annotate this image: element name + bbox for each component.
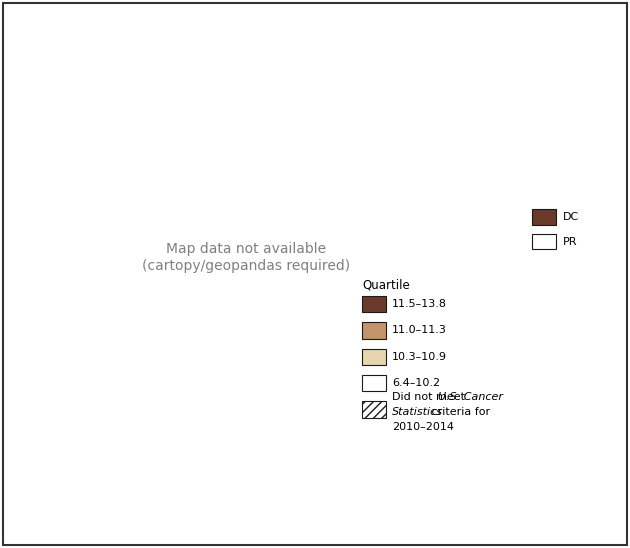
Text: 11.0–11.3: 11.0–11.3 <box>392 326 447 335</box>
Text: 2010–2014: 2010–2014 <box>392 422 454 432</box>
Text: U.S. Cancer: U.S. Cancer <box>438 392 503 402</box>
Text: criteria for: criteria for <box>428 407 491 417</box>
Text: Statistics: Statistics <box>392 407 443 417</box>
Text: Quartile: Quartile <box>362 278 410 292</box>
Text: 10.3–10.9: 10.3–10.9 <box>392 352 447 362</box>
Text: PR: PR <box>563 237 577 247</box>
Text: Did not meet: Did not meet <box>392 392 468 402</box>
Text: 11.5–13.8: 11.5–13.8 <box>392 299 447 309</box>
Text: 6.4–10.2: 6.4–10.2 <box>392 378 440 388</box>
Text: DC: DC <box>563 212 579 222</box>
Text: Map data not available
(cartopy/geopandas required): Map data not available (cartopy/geopanda… <box>142 242 350 273</box>
